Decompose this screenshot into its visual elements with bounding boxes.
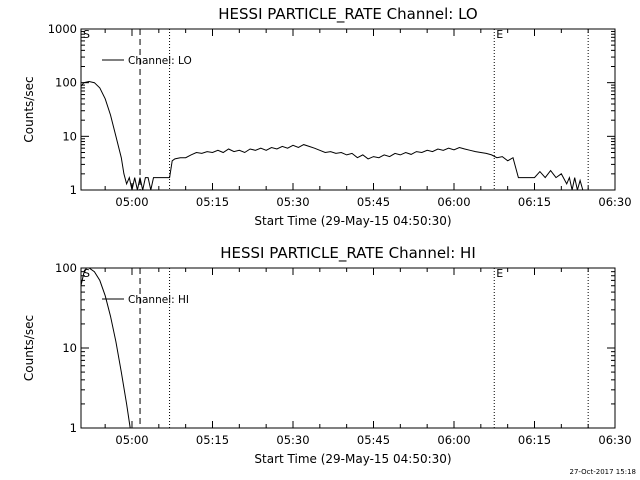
panel-hi: HESSI PARTICLE_RATE Channel: HI Start Ti…: [22, 244, 632, 466]
x-tick-label: 05:15: [196, 195, 229, 209]
y-tick-label: 1000: [48, 22, 77, 36]
series-line: [80, 267, 131, 429]
y-tick-label: 1: [70, 421, 77, 435]
y-ticks: 1 10 100 1000: [48, 22, 615, 197]
time-marker-label: S: [83, 28, 90, 41]
timestamp-footer: 27-Oct-2017 15:18: [570, 468, 636, 476]
plot-frame: [80, 28, 616, 191]
panel-lo: HESSI PARTICLE_RATE Channel: LO Start Ti…: [22, 5, 632, 228]
chart-title: HESSI PARTICLE_RATE Channel: LO: [218, 5, 477, 24]
x-tick-label: 06:00: [437, 433, 470, 447]
x-tick-label: 05:00: [115, 433, 148, 447]
time-marker-label: E: [496, 267, 503, 280]
x-tick-label: 05:30: [276, 195, 309, 209]
time-marker-label: S: [83, 267, 90, 280]
x-tick-label: 05:15: [196, 433, 229, 447]
x-tick-label: 06:15: [518, 433, 551, 447]
y-tick-label: 1: [70, 183, 77, 197]
y-axis-label: Counts/sec: [22, 76, 36, 142]
y-tick-label: 10: [62, 129, 77, 143]
x-tick-label: 06:15: [518, 195, 551, 209]
legend-label: Channel: LO: [128, 55, 192, 67]
chart-title: HESSI PARTICLE_RATE Channel: HI: [220, 244, 476, 263]
plot-frame: [80, 267, 616, 429]
series-line: [80, 80, 584, 191]
x-ticks: 05:00 05:15 05:30 05:45 06:00 06:15 06:30: [104, 29, 632, 209]
x-axis-label: Start Time (29-May-15 04:50:30): [254, 214, 451, 228]
legend-label: Channel: HI: [128, 294, 189, 306]
plot-area: [80, 80, 584, 191]
y-tick-label: 100: [55, 76, 77, 90]
x-tick-label: 06:30: [598, 433, 631, 447]
legend: Channel: HI: [102, 294, 189, 306]
x-tick-label: 05:45: [357, 195, 390, 209]
y-ticks: 1 10 100: [55, 261, 615, 435]
time-marker-label: E: [496, 28, 503, 41]
legend: Channel: LO: [102, 55, 192, 67]
x-tick-label: 05:30: [276, 433, 309, 447]
x-tick-label: 06:00: [437, 195, 470, 209]
x-tick-label: 05:45: [357, 433, 390, 447]
y-tick-label: 100: [55, 261, 77, 275]
y-axis-label: Counts/sec: [22, 315, 36, 381]
x-tick-label: 06:30: [598, 195, 631, 209]
y-tick-label: 10: [62, 341, 77, 355]
x-axis-label: Start Time (29-May-15 04:50:30): [254, 452, 451, 466]
plot-area: [80, 267, 131, 429]
x-ticks: 05:00 05:15 05:30 05:45 06:00 06:15 06:30: [104, 268, 632, 447]
x-tick-label: 05:00: [115, 195, 148, 209]
